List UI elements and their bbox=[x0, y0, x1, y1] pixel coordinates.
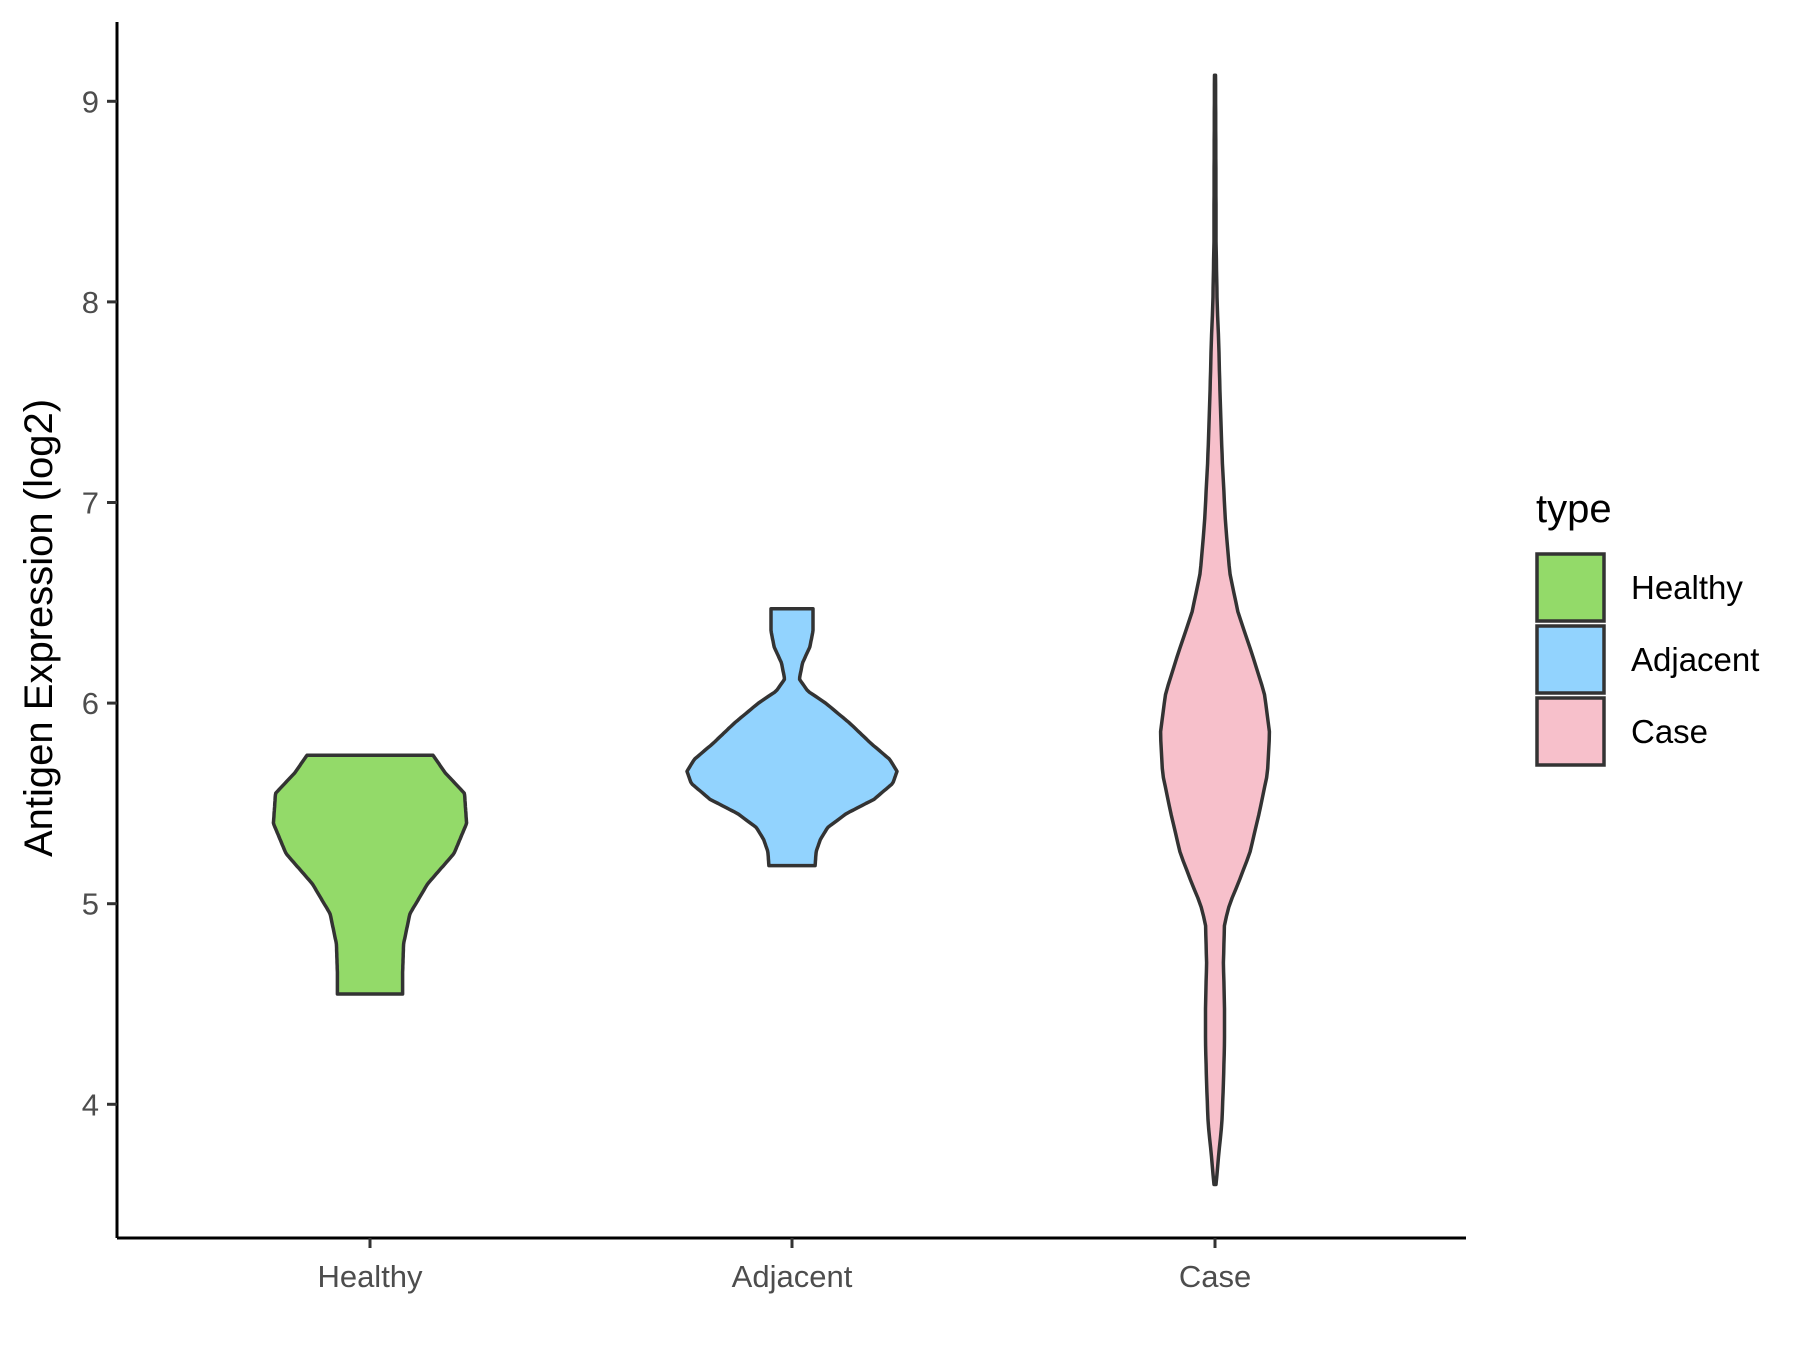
y-axis-title: Antigen Expression (log2) bbox=[17, 399, 61, 857]
y-tick-label: 5 bbox=[82, 887, 99, 922]
x-tick-label: Adjacent bbox=[732, 1259, 853, 1294]
violin-adjacent bbox=[685, 607, 899, 868]
legend-title: type bbox=[1536, 487, 1612, 531]
y-tick-label: 9 bbox=[82, 84, 99, 119]
legend-label-case: Case bbox=[1631, 713, 1708, 750]
y-tick-label: 7 bbox=[82, 486, 99, 521]
violin-healthy bbox=[271, 753, 469, 996]
y-axis: 4 5 6 7 8 9 bbox=[82, 22, 119, 1238]
y-tick-label: 8 bbox=[82, 285, 99, 320]
x-axis: Healthy Adjacent Case bbox=[117, 1236, 1466, 1294]
y-tick-label: 6 bbox=[82, 686, 99, 721]
violin-case bbox=[1158, 73, 1272, 1187]
x-tick-label: Healthy bbox=[317, 1259, 423, 1294]
legend-swatch-healthy bbox=[1535, 552, 1606, 623]
legend-items: Healthy Adjacent Case bbox=[1535, 552, 1759, 767]
legend-label-healthy: Healthy bbox=[1631, 569, 1743, 606]
legend-swatch-adjacent bbox=[1535, 624, 1606, 695]
legend: type Healthy Adjacent Case bbox=[1535, 487, 1759, 767]
plot-area bbox=[271, 73, 1272, 1187]
legend-swatch-case bbox=[1535, 696, 1606, 767]
x-tick-label: Case bbox=[1179, 1259, 1251, 1294]
legend-label-adjacent: Adjacent bbox=[1631, 641, 1759, 678]
y-tick-label: 4 bbox=[82, 1087, 99, 1122]
